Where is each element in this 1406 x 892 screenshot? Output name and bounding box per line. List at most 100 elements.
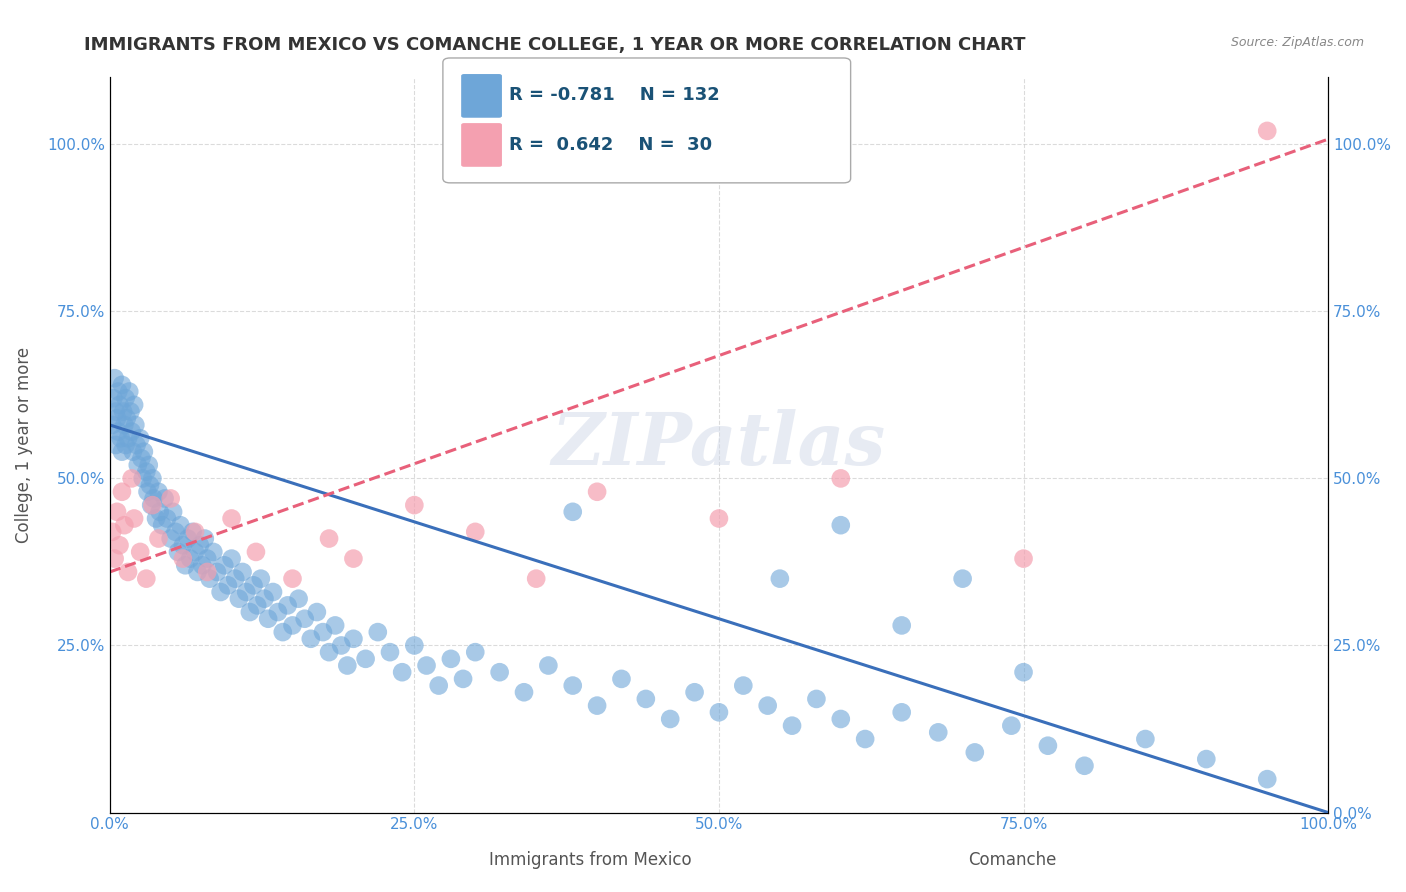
Point xyxy=(118,384,141,399)
Point xyxy=(101,524,124,539)
Point xyxy=(312,625,335,640)
Point xyxy=(131,471,153,485)
Point xyxy=(1073,758,1095,772)
Point xyxy=(1012,551,1035,566)
Point xyxy=(112,518,135,533)
Point xyxy=(125,438,148,452)
Point xyxy=(129,431,152,445)
Point xyxy=(336,658,359,673)
Point xyxy=(318,645,340,659)
Point xyxy=(1000,719,1022,733)
Point xyxy=(121,425,143,439)
Point xyxy=(659,712,682,726)
Point xyxy=(162,505,184,519)
Point xyxy=(890,618,912,632)
Point xyxy=(404,639,426,653)
Point xyxy=(323,618,346,632)
Point xyxy=(111,377,134,392)
Point xyxy=(194,532,217,546)
Point xyxy=(586,484,609,499)
Point xyxy=(780,719,803,733)
Point xyxy=(148,532,170,546)
Point xyxy=(330,639,353,653)
Point xyxy=(141,471,163,485)
Point xyxy=(131,451,153,466)
Point xyxy=(287,591,309,606)
Point xyxy=(122,511,145,525)
Point xyxy=(378,645,401,659)
Text: Immigrants from Mexico: Immigrants from Mexico xyxy=(489,851,692,869)
Point xyxy=(122,444,145,458)
Point xyxy=(221,551,243,566)
Point xyxy=(634,692,657,706)
Point xyxy=(250,572,273,586)
Point xyxy=(927,725,949,739)
Point xyxy=(172,538,194,552)
Point xyxy=(267,605,290,619)
Point xyxy=(169,518,191,533)
Point xyxy=(561,679,583,693)
Text: Source: ZipAtlas.com: Source: ZipAtlas.com xyxy=(1230,36,1364,49)
Point xyxy=(451,672,474,686)
Point xyxy=(174,558,197,573)
Point xyxy=(153,491,176,506)
Point xyxy=(707,706,730,720)
Point xyxy=(342,632,364,646)
Point xyxy=(120,404,142,418)
Point xyxy=(232,565,254,579)
Point xyxy=(122,398,145,412)
Point xyxy=(202,545,225,559)
Point xyxy=(683,685,706,699)
Point xyxy=(246,599,269,613)
Point xyxy=(112,404,135,418)
Point xyxy=(117,565,139,579)
Point xyxy=(488,665,510,680)
Point xyxy=(112,417,135,432)
Point xyxy=(228,591,250,606)
Point xyxy=(1036,739,1059,753)
Point xyxy=(184,545,207,559)
Point xyxy=(214,558,236,573)
Point xyxy=(177,532,200,546)
Point xyxy=(188,538,211,552)
Point xyxy=(342,551,364,566)
Point xyxy=(830,471,852,485)
Point xyxy=(586,698,609,713)
Point xyxy=(262,585,284,599)
Point xyxy=(111,484,134,499)
Point xyxy=(111,444,134,458)
Point xyxy=(464,645,486,659)
Point xyxy=(1195,752,1218,766)
Point xyxy=(101,417,124,432)
Point xyxy=(952,572,974,586)
Point xyxy=(209,585,232,599)
Point xyxy=(1256,772,1278,786)
Point xyxy=(318,532,340,546)
Point xyxy=(138,458,160,472)
Point xyxy=(610,672,633,686)
Point xyxy=(167,545,190,559)
Point xyxy=(156,511,179,525)
Text: IMMIGRANTS FROM MEXICO VS COMANCHE COLLEGE, 1 YEAR OR MORE CORRELATION CHART: IMMIGRANTS FROM MEXICO VS COMANCHE COLLE… xyxy=(84,36,1026,54)
Point xyxy=(195,551,218,566)
Point xyxy=(145,511,167,525)
Point xyxy=(427,679,450,693)
Point xyxy=(179,551,201,566)
Point xyxy=(733,679,755,693)
Point xyxy=(404,498,426,512)
Point xyxy=(108,538,131,552)
Point xyxy=(181,524,204,539)
Point xyxy=(104,551,127,566)
Point xyxy=(136,484,159,499)
Point xyxy=(124,417,146,432)
Point xyxy=(195,565,218,579)
Point xyxy=(114,438,136,452)
Point xyxy=(115,411,138,425)
Point xyxy=(561,505,583,519)
Point xyxy=(191,558,214,573)
Point xyxy=(165,524,187,539)
Point xyxy=(707,511,730,525)
Point xyxy=(142,491,165,506)
Point xyxy=(1256,124,1278,138)
Point xyxy=(172,551,194,566)
